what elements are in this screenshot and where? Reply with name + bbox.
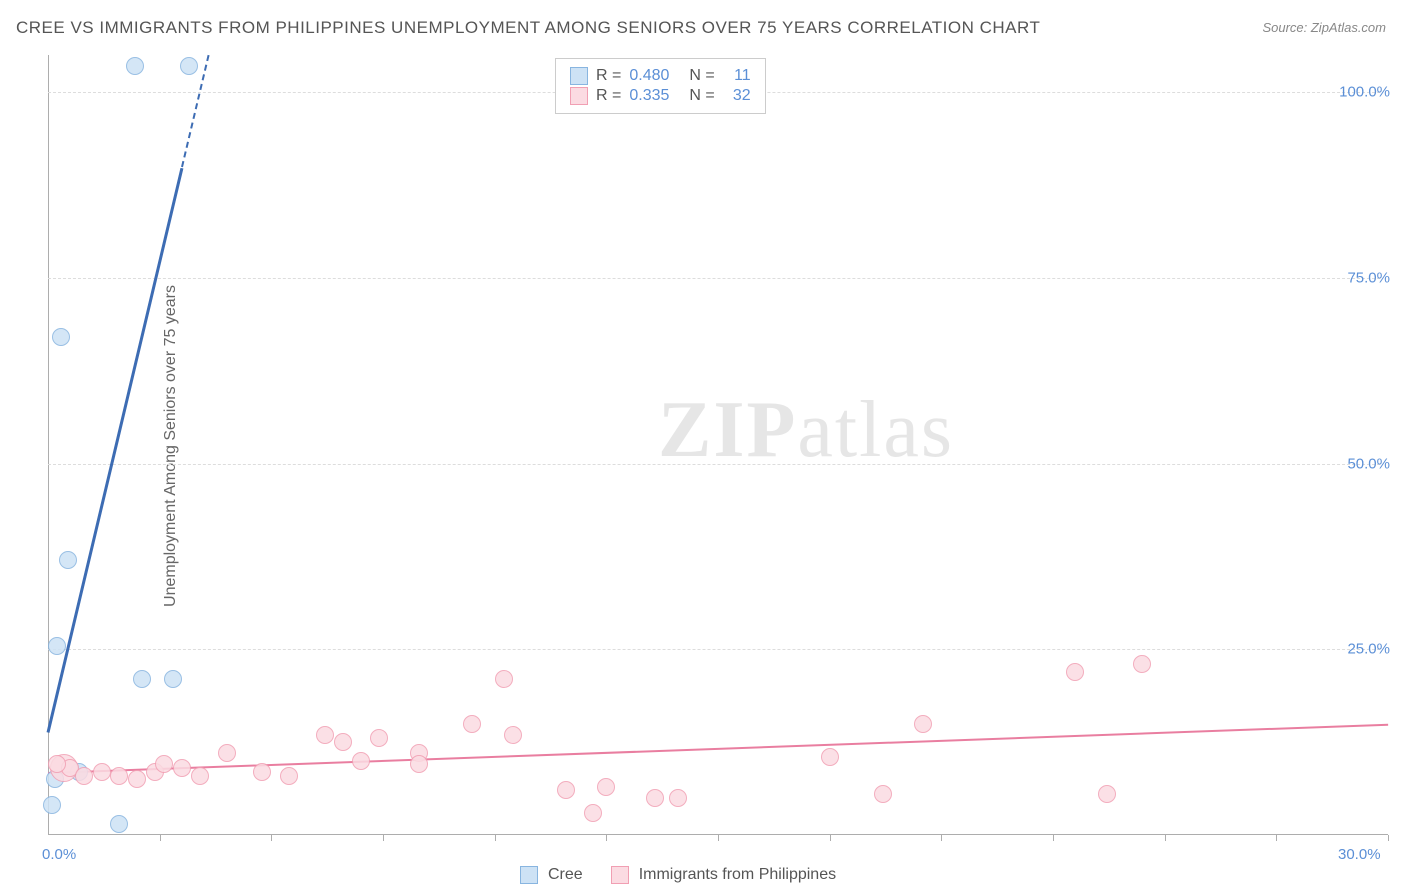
- y-tick-label: 75.0%: [1347, 269, 1390, 286]
- x-tick-mark: [606, 835, 607, 841]
- data-point: [669, 789, 687, 807]
- data-point: [316, 726, 334, 744]
- legend-r-value: 0.480: [629, 67, 681, 85]
- trend-line: [47, 168, 184, 733]
- data-point: [48, 637, 66, 655]
- legend-r-label: R =: [596, 67, 621, 85]
- data-point: [334, 733, 352, 751]
- x-tick-label: 30.0%: [1338, 846, 1381, 863]
- data-point: [584, 804, 602, 822]
- x-tick-mark: [941, 835, 942, 841]
- legend-n-label: N =: [689, 87, 714, 105]
- data-point: [128, 770, 146, 788]
- data-point: [1133, 655, 1151, 673]
- x-tick-mark: [1165, 835, 1166, 841]
- x-tick-mark: [1053, 835, 1054, 841]
- x-tick-mark: [160, 835, 161, 841]
- gridline: [48, 278, 1380, 279]
- source-prefix: Source:: [1262, 20, 1310, 35]
- gridline: [48, 464, 1380, 465]
- legend-n-value: 32: [723, 87, 751, 105]
- data-point: [93, 763, 111, 781]
- x-tick-mark: [718, 835, 719, 841]
- legend-swatch: [520, 866, 538, 884]
- scatter-plot: ZIPatlas 25.0%50.0%75.0%100.0%0.0%30.0%: [48, 55, 1388, 835]
- x-tick-mark: [271, 835, 272, 841]
- data-point: [126, 57, 144, 75]
- source-name: ZipAtlas.com: [1311, 20, 1386, 35]
- x-tick-mark: [830, 835, 831, 841]
- x-tick-mark: [1388, 835, 1389, 841]
- data-point: [164, 670, 182, 688]
- legend-series-label: Cree: [548, 866, 583, 884]
- legend-r-label: R =: [596, 87, 621, 105]
- legend-r-value: 0.335: [629, 87, 681, 105]
- data-point: [557, 781, 575, 799]
- series-legend: Cree Immigrants from Philippines: [520, 866, 854, 884]
- source-attribution: Source: ZipAtlas.com: [1262, 20, 1386, 35]
- legend-row: R = 0.480 N = 11: [570, 67, 751, 85]
- data-point: [874, 785, 892, 803]
- x-tick-mark: [383, 835, 384, 841]
- x-tick-mark: [1276, 835, 1277, 841]
- data-point: [370, 729, 388, 747]
- data-point: [173, 759, 191, 777]
- data-point: [43, 796, 61, 814]
- data-point: [110, 815, 128, 833]
- data-point: [352, 752, 370, 770]
- gridline: [48, 649, 1380, 650]
- data-point: [821, 748, 839, 766]
- data-point: [191, 767, 209, 785]
- data-point: [253, 763, 271, 781]
- data-point: [155, 755, 173, 773]
- data-point: [410, 755, 428, 773]
- legend-row: R = 0.335 N = 32: [570, 87, 751, 105]
- data-point: [597, 778, 615, 796]
- legend-series-label: Immigrants from Philippines: [639, 866, 836, 884]
- y-tick-label: 100.0%: [1339, 84, 1390, 101]
- data-point: [280, 767, 298, 785]
- y-tick-label: 50.0%: [1347, 455, 1390, 472]
- data-point: [646, 789, 664, 807]
- x-tick-label: 0.0%: [42, 846, 76, 863]
- legend-n-label: N =: [689, 67, 714, 85]
- data-point: [48, 755, 66, 773]
- data-point: [1098, 785, 1116, 803]
- legend-n-value: 11: [723, 67, 751, 85]
- data-point: [1066, 663, 1084, 681]
- watermark-zip: ZIP: [658, 386, 797, 474]
- watermark: ZIPatlas: [658, 385, 954, 476]
- data-point: [75, 767, 93, 785]
- data-point: [110, 767, 128, 785]
- data-point: [59, 551, 77, 569]
- watermark-atlas: atlas: [797, 386, 954, 474]
- data-point: [504, 726, 522, 744]
- data-point: [463, 715, 481, 733]
- legend-swatch: [570, 87, 588, 105]
- trend-line: [48, 724, 1388, 774]
- data-point: [180, 57, 198, 75]
- legend-swatch: [570, 67, 588, 85]
- x-tick-mark: [495, 835, 496, 841]
- data-point: [133, 670, 151, 688]
- data-point: [52, 328, 70, 346]
- correlation-legend: R = 0.480 N = 11 R = 0.335 N = 32: [555, 58, 766, 114]
- chart-title: CREE VS IMMIGRANTS FROM PHILIPPINES UNEM…: [16, 18, 1040, 38]
- data-point: [914, 715, 932, 733]
- y-tick-label: 25.0%: [1347, 641, 1390, 658]
- legend-swatch: [611, 866, 629, 884]
- data-point: [495, 670, 513, 688]
- data-point: [218, 744, 236, 762]
